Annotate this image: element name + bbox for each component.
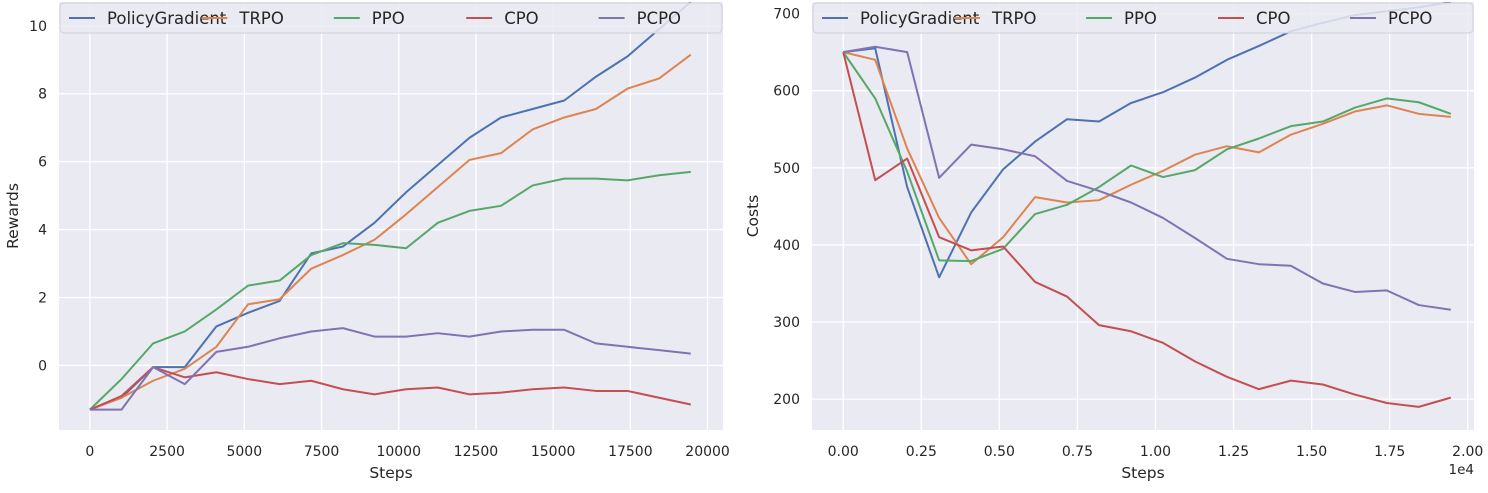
costs-legend-box — [812, 2, 1474, 34]
rewards-xtick-label: 5000 — [226, 444, 262, 460]
costs-ytick-label: 600 — [773, 84, 800, 100]
costs-xtick-label: 1.25 — [1218, 444, 1249, 460]
rewards-xtick-label: 12500 — [454, 444, 499, 460]
costs-legend-label-cpo: CPO — [1256, 9, 1290, 28]
rewards-ytick-label: 10 — [29, 19, 47, 35]
costs-xtick-label: 2.00 — [1452, 444, 1483, 460]
rewards-series-ppo — [89, 170, 691, 411]
costs-series-trpo — [842, 51, 1451, 266]
rewards-xtick-label: 10000 — [376, 444, 421, 460]
costs-xtick-label: 1.75 — [1374, 444, 1405, 460]
costs-xtick-label: 0.75 — [1062, 444, 1093, 460]
costs-legend-label-pcpo: PCPO — [1388, 9, 1432, 28]
rewards-ytick-label: 8 — [38, 87, 47, 103]
rewards-ytick-label: 4 — [38, 223, 47, 239]
costs-y-axis-label: Costs — [744, 195, 762, 238]
costs-legend-label-trpo: TRPO — [991, 9, 1036, 28]
rewards-legend-label-trpo: TRPO — [238, 9, 283, 28]
costs-ytick-label: 200 — [773, 392, 800, 408]
costs-series-ppo — [842, 51, 1452, 263]
rewards-legend-label-pcpo: PCPO — [637, 9, 681, 28]
rewards-ytick-label: 0 — [38, 358, 47, 374]
rewards-ytick-label: 6 — [38, 155, 47, 171]
costs-ytick-label: 500 — [773, 161, 800, 177]
rewards-series-cpo — [89, 366, 691, 411]
costs-x-offset-label: 1e4 — [1449, 462, 1474, 478]
rewards-chart-panel: 0 2500 5000 7500 10000 12500 15000 17500 20000 0 2… — [4, 2, 730, 482]
rewards-xtick-label: 15000 — [531, 444, 576, 460]
costs-legend-label-ppo: PPO — [1124, 9, 1157, 28]
rewards-x-axis-label: Steps — [369, 464, 412, 482]
costs-xtick-label: 1.00 — [1140, 444, 1171, 460]
rewards-legend-label-policygradient: PolicyGradient — [107, 9, 227, 28]
rewards-plot-area — [59, 2, 723, 430]
rewards-xtick-label: 7500 — [304, 444, 340, 460]
costs-ytick-label: 700 — [773, 7, 800, 23]
costs-series-pcpo — [843, 45, 1451, 311]
costs-x-axis-label: Steps — [1121, 464, 1164, 482]
costs-legend-label-policygradient: PolicyGradient — [860, 9, 980, 28]
costs-ytick-label: 400 — [773, 238, 800, 254]
rewards-series-group — [89, 2, 692, 411]
rewards-legend: PolicyGradient TRPO PPO CPO PCPO — [59, 2, 723, 34]
rewards-y-axis-label: Rewards — [4, 183, 22, 249]
rewards-series-policygradient — [89, 2, 692, 411]
costs-xtick-label: 0.50 — [984, 444, 1015, 460]
rewards-series-trpo — [89, 53, 692, 411]
costs-ytick-label: 300 — [773, 315, 800, 331]
costs-xtick-label: 0.00 — [828, 444, 859, 460]
costs-series-cpo — [842, 51, 1452, 408]
rewards-ytick-label: 2 — [38, 291, 47, 307]
rewards-xtick-label: 0 — [85, 444, 94, 460]
costs-series-group — [842, 2, 1452, 408]
rewards-xtick-label: 17500 — [608, 444, 653, 460]
rewards-legend-label-cpo: CPO — [504, 9, 538, 28]
costs-chart-panel: 0.00 0.25 0.50 0.75 1.00 1.25 1.50 1.75 2.00 200 3… — [744, 2, 1483, 482]
rewards-legend-label-ppo: PPO — [372, 9, 405, 28]
rewards-xtick-label: 2500 — [149, 444, 185, 460]
costs-xtick-label: 1.50 — [1296, 444, 1327, 460]
rewards-legend-box — [59, 2, 723, 34]
costs-legend: PolicyGradient TRPO PPO CPO PCPO — [812, 2, 1474, 34]
rewards-series-pcpo — [89, 327, 691, 411]
costs-xtick-label: 0.25 — [906, 444, 937, 460]
rewards-xtick-label: 20000 — [685, 444, 730, 460]
